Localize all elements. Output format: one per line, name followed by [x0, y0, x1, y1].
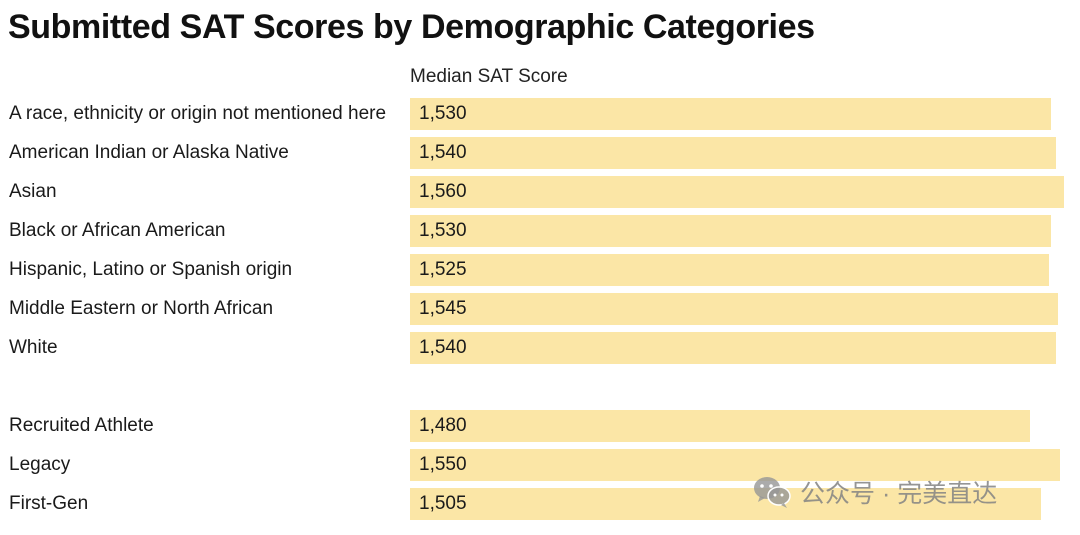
category-label: American Indian or Alaska Native: [9, 142, 289, 163]
category-label: Recruited Athlete: [9, 415, 154, 436]
bar: 1,505: [410, 488, 1041, 520]
bar: 1,530: [410, 215, 1051, 247]
bar-value-label: 1,540: [419, 142, 467, 163]
bar-value-label: 1,545: [419, 298, 467, 319]
bar-value-label: 1,530: [419, 103, 467, 124]
bar: 1,545: [410, 293, 1058, 325]
bar-value-label: 1,530: [419, 220, 467, 241]
category-label: Legacy: [9, 454, 71, 475]
category-label: First-Gen: [9, 493, 89, 514]
category-label: Hispanic, Latino or Spanish origin: [9, 259, 293, 280]
category-label: White: [9, 337, 58, 358]
wechat-icon: [752, 475, 792, 509]
bar-value-label: 1,540: [419, 337, 467, 358]
bar-value-label: 1,560: [419, 181, 467, 202]
bar: 1,525: [410, 254, 1049, 286]
value-column-header: Median SAT Score: [410, 66, 568, 87]
bar: 1,560: [410, 176, 1064, 208]
watermark: 公众号 · 完美直达: [752, 474, 997, 510]
bar: 1,540: [410, 137, 1056, 169]
bar: 1,530: [410, 98, 1051, 130]
category-label: Black or African American: [9, 220, 226, 241]
chart-title: Submitted SAT Scores by Demographic Cate…: [8, 8, 815, 46]
bar-value-label: 1,505: [419, 493, 467, 514]
bar: 1,540: [410, 332, 1056, 364]
bar: 1,480: [410, 410, 1030, 442]
bar-value-label: 1,550: [419, 454, 467, 475]
bar: 1,550: [410, 449, 1060, 481]
category-label: Middle Eastern or North African: [9, 298, 274, 319]
bar-value-label: 1,480: [419, 415, 467, 436]
watermark-text: 公众号 · 完美直达: [800, 480, 998, 508]
category-label: Asian: [9, 181, 57, 202]
category-label: A race, ethnicity or origin not mentione…: [9, 103, 387, 124]
bar-value-label: 1,525: [419, 259, 467, 280]
